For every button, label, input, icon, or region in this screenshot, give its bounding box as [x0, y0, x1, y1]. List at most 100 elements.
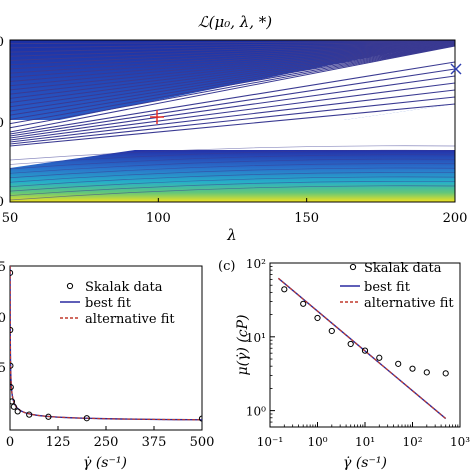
- br-x-ticks: 10⁻¹ 10⁰ 10¹ 10² 10³: [257, 422, 470, 449]
- top-lower-contour-line: [10, 180, 455, 196]
- top-contour-line: [10, 41, 455, 45]
- bl-x-tick-label: 500: [190, 435, 215, 450]
- top-contour-line: [10, 44, 455, 112]
- top-title: ℒ(μ₀, λ, *): [198, 13, 272, 31]
- bl-legend: Skalak data best fit alternative fit: [60, 280, 175, 327]
- top-contour-line: [10, 41, 455, 61]
- top-contour-line: [10, 61, 455, 135]
- top-contour-line: [10, 42, 455, 70]
- top-contour-lines: [10, 40, 455, 147]
- top-lower-contour-line: [10, 172, 455, 188]
- marker-cross: [450, 63, 462, 75]
- br-legend-alt-label: alternative fit: [364, 296, 454, 311]
- top-contour-line: [10, 42, 455, 66]
- bl-x-tick-label: 0: [6, 435, 14, 450]
- top-panel: ℒ(μ₀, λ, *) 50 100 150 200 0 0 0 λ: [0, 13, 468, 244]
- top-contour-line: [10, 43, 455, 91]
- top-lower-fill: [10, 150, 455, 202]
- br-panel-label: (c): [218, 259, 235, 274]
- bl-legend-alt-label: alternative fit: [85, 312, 175, 327]
- top-lower-contour-line: [10, 145, 455, 161]
- br-frame: [269, 262, 461, 428]
- br-ylabel: μ(γ̇) (cP): [235, 314, 251, 375]
- br-x-tick-label: 10¹: [355, 435, 375, 449]
- bl-data-point: [10, 384, 14, 391]
- bl-alternative-fit-line: [10, 266, 202, 421]
- top-contour-line: [10, 44, 455, 120]
- bl-data-point: [10, 398, 16, 405]
- bottom-right-panel: (c) 10⁻¹ 10⁰ 10¹ 10² 10³ 10⁰ 10¹ 10² μ(γ̇) (cP…: [218, 257, 470, 471]
- top-contour-line: [10, 45, 455, 133]
- br-data-point: [314, 314, 321, 322]
- br-data-point: [376, 354, 383, 361]
- top-contour-line: [10, 41, 455, 53]
- br-data-point: [442, 370, 449, 377]
- bl-frame: [9, 265, 203, 431]
- top-ytick-upper: 0: [0, 35, 4, 50]
- bl-ytick-low: 5: [0, 361, 6, 376]
- br-legend-data-marker: [349, 263, 357, 271]
- top-contour-line: [10, 43, 455, 99]
- top-lower-contour-line: [10, 163, 455, 179]
- br-data-point: [423, 369, 430, 376]
- top-x-tick-label: 200: [443, 211, 468, 226]
- top-contour-line: [10, 44, 455, 104]
- br-data-point: [395, 360, 402, 367]
- bl-x-tick-label: 250: [94, 435, 119, 450]
- br-xlabel: γ̇ (s⁻¹): [343, 455, 387, 471]
- bl-x-tick-label: 125: [46, 435, 71, 450]
- br-data-point: [409, 365, 416, 372]
- br-alternative-fit-line: [277, 277, 447, 420]
- top-contour-line: [10, 42, 455, 74]
- bl-legend-data-label: Skalak data: [85, 280, 163, 295]
- top-contour-line: [10, 43, 455, 87]
- bl-legend-data-marker: [66, 282, 74, 290]
- top-contour-line: [10, 41, 455, 49]
- top-contour-line: [10, 96, 455, 145]
- br-y-tick-label: 10²: [246, 257, 266, 271]
- br-data-point: [281, 286, 288, 293]
- br-data-point: [347, 340, 354, 348]
- br-data-point: [361, 347, 369, 354]
- br-data-point: [328, 327, 335, 335]
- top-contour-line: [10, 41, 455, 57]
- br-legend-data-label: Skalak data: [364, 261, 442, 276]
- top-lower-contour-line: [10, 149, 455, 165]
- top-xlabel: λ: [226, 226, 237, 244]
- marker-plus: [150, 110, 164, 124]
- br-y-ticks: 10⁰ 10¹ 10²: [246, 257, 275, 428]
- top-contour-line: [10, 68, 455, 137]
- bl-data-point: [10, 362, 14, 369]
- top-ytick-middle: 0: [0, 116, 4, 131]
- br-legend-best-label: best fit: [364, 280, 411, 295]
- top-ytick-lower: 0: [0, 195, 4, 210]
- br-x-tick-label: 10⁻¹: [257, 435, 283, 449]
- bl-skalak-points: [10, 269, 202, 422]
- top-lower-contour-line: [10, 176, 455, 192]
- top-contour-line: [10, 82, 455, 141]
- top-lower-contour-line: [10, 167, 455, 183]
- bl-x-ticks: 0 125 250 375 500: [6, 426, 215, 450]
- top-contour-line: [10, 45, 455, 125]
- top-contour-line: [10, 42, 455, 78]
- br-x-tick-label: 10²: [402, 435, 422, 449]
- top-contour-line: [10, 44, 455, 108]
- top-contour-line: [10, 44, 455, 116]
- top-contour-line: [10, 75, 455, 139]
- bottom-left-panel: 0 125 250 375 500 5 0 5 γ̇ (s⁻¹) Skalak data…: [0, 260, 214, 471]
- bl-ytick-mid: 0: [0, 311, 6, 326]
- br-data-point: [300, 300, 307, 307]
- bl-data-point: [198, 415, 202, 422]
- top-contour-line: [10, 43, 455, 95]
- top-contour-line: [10, 43, 455, 83]
- bl-data-point: [83, 415, 90, 422]
- br-x-tick-label: 10³: [450, 435, 470, 449]
- top-x-ticks: 50 100 150 200: [2, 198, 468, 226]
- bl-data-point: [26, 411, 33, 418]
- top-contour-line: [10, 45, 455, 129]
- top-x-tick-label: 50: [2, 211, 19, 226]
- bl-xlabel: γ̇ (s⁻¹): [83, 455, 127, 471]
- top-x-tick-label: 150: [294, 211, 319, 226]
- bl-data-point: [45, 413, 52, 420]
- top-lower-contour-line: [10, 158, 455, 174]
